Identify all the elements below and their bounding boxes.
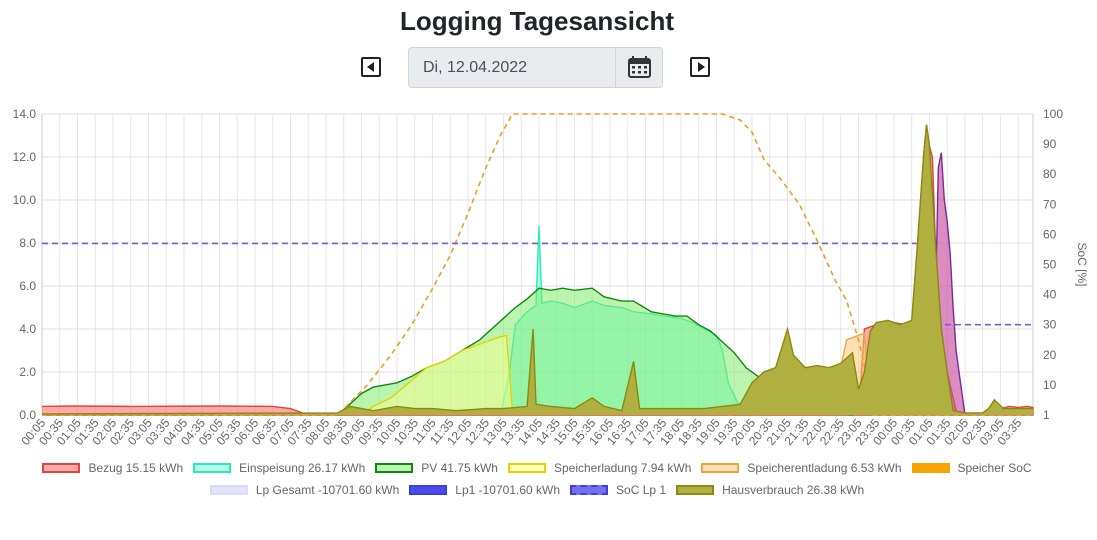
legend-swatch — [409, 485, 448, 495]
chart-legend-row-1: Bezug 15.15 kWh Einspeisung 26.17 kWh PV 4… — [0, 461, 1074, 475]
legend-label: SoC Lp 1 — [616, 483, 667, 497]
legend-label: Lp1 -10701.60 kWh — [455, 483, 561, 497]
legend-item[interactable]: Einspeisung 26.17 kWh — [193, 461, 365, 475]
legend-item[interactable]: Lp Gesamt -10701.60 kWh — [209, 483, 400, 497]
y-left-tick-label: 14.0 — [13, 107, 37, 121]
legend-item[interactable]: Speicher SoC — [911, 461, 1032, 475]
legend-swatch — [507, 463, 546, 473]
y-left-tick-label: 6.0 — [19, 279, 36, 293]
legend-swatch — [701, 463, 740, 473]
date-picker[interactable]: Di, 12.04.2022 — [408, 47, 663, 88]
legend-item[interactable]: PV 41.75 kWh — [375, 461, 498, 475]
legend-swatch — [676, 485, 715, 495]
chart-legend-row-2: Lp Gesamt -10701.60 kWh Lp1 -10701.60 kWh… — [0, 483, 1074, 497]
legend-swatch — [375, 463, 414, 473]
calendar-button[interactable] — [615, 48, 662, 87]
y-right-tick-label: 60 — [1043, 227, 1057, 241]
y-right-tick-label: 100 — [1043, 107, 1063, 121]
caret-left-icon — [367, 62, 374, 72]
y-right-tick-label: 80 — [1043, 167, 1057, 181]
series-line-speicher — [42, 113, 1033, 416]
y-left-tick-label: 0.0 — [19, 408, 36, 422]
y-right-axis-label: SoC [%] — [1075, 242, 1089, 286]
legend-item[interactable]: Speicherladung 7.94 kWh — [507, 461, 692, 475]
legend-label: Einspeisung 26.17 kWh — [239, 461, 366, 475]
y-right-tick-label: 90 — [1043, 137, 1057, 151]
y-left-tick-label: 4.0 — [19, 322, 36, 336]
series-line-hausverbrauch — [41, 124, 1033, 415]
legend-swatch — [911, 463, 950, 473]
y-left-tick-label: 8.0 — [19, 236, 36, 250]
legend-label: Speicher SoC — [957, 461, 1032, 475]
y-right-tick-label: 10 — [1043, 378, 1057, 392]
legend-item[interactable]: Speicherentladung 6.53 kWh — [701, 461, 902, 475]
legend-label: PV 41.75 kWh — [421, 461, 498, 475]
y-right-tick-label: 20 — [1043, 348, 1057, 362]
energy-chart: 0.0 2.0 4.0 6.0 8.0 10.0 12.0 14.0 1 10 20 30 40 50 60… — [13, 107, 1089, 448]
y-left-tick-label: 12.0 — [13, 150, 37, 164]
date-input[interactable]: Di, 12.04.2022 — [423, 59, 528, 76]
y-right-tick-label: 30 — [1043, 318, 1057, 332]
legend-label: Speicherladung 7.94 kWh — [553, 461, 692, 475]
previous-day-button[interactable] — [361, 57, 381, 77]
calendar-icon — [628, 56, 651, 78]
series-line-lp1 — [928, 152, 966, 416]
legend-label: Lp Gesamt -10701.60 kWh — [255, 483, 400, 497]
series-line-speicherladung — [361, 334, 516, 416]
y-right-tick-label: 1 — [1043, 408, 1050, 422]
legend-swatch — [193, 463, 232, 473]
legend-swatch — [209, 485, 248, 495]
series-area-hausverbrauch — [42, 124, 1033, 416]
next-day-button[interactable] — [690, 57, 710, 77]
series-area-pv — [337, 288, 853, 415]
legend-item[interactable]: Hausverbrauch 26.38 kWh — [676, 483, 864, 497]
y-right-tick-label: 70 — [1043, 197, 1057, 211]
y-left-tick-label: 2.0 — [19, 365, 36, 379]
legend-swatch — [570, 485, 609, 495]
legend-label: Bezug 15.15 kWh — [88, 461, 184, 475]
legend-label: Speicherentladung 6.53 kWh — [747, 461, 902, 475]
legend-item[interactable]: Bezug 15.15 kWh — [42, 461, 183, 475]
legend-item[interactable]: Lp1 -10701.60 kWh — [409, 483, 560, 497]
y-right-tick-label: 40 — [1043, 288, 1057, 302]
caret-right-icon — [698, 62, 705, 72]
series-area-speicherladung — [361, 335, 516, 415]
legend-item[interactable]: SoC Lp 1 — [570, 483, 666, 497]
y-left-tick-label: 10.0 — [13, 193, 37, 207]
legend-swatch — [42, 463, 81, 473]
y-right-tick-label: 50 — [1043, 258, 1057, 272]
page-title: Logging Tagesansicht — [400, 6, 674, 36]
legend-label: Hausverbrauch 26.38 kWh — [722, 483, 865, 497]
